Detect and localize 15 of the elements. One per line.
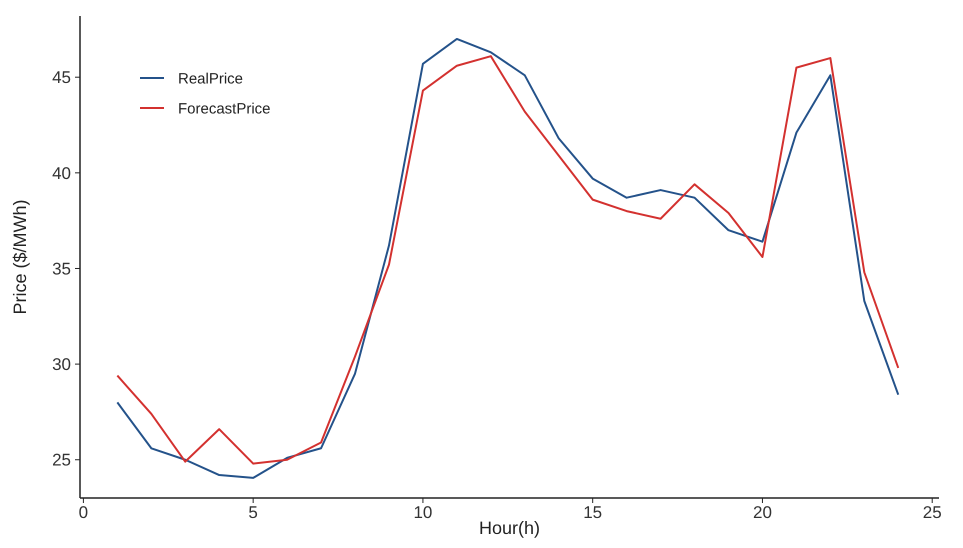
x-tick-label: 10 <box>413 503 432 522</box>
legend-label: ForecastPrice <box>178 100 271 118</box>
y-tick-label: 40 <box>52 164 71 183</box>
x-tick-label: 5 <box>248 503 258 522</box>
x-tick-label: 0 <box>78 503 88 522</box>
x-tick-label: 20 <box>752 503 772 522</box>
x-axis-title: Hour(h) <box>478 518 540 538</box>
y-tick-label: 35 <box>52 259 71 278</box>
x-tick-label: 15 <box>583 503 602 522</box>
legend-label: RealPrice <box>178 70 244 88</box>
y-tick-label: 30 <box>52 355 71 374</box>
x-tick-label: 25 <box>922 503 942 522</box>
y-axis-title: Price ($/MWh) <box>10 199 30 315</box>
y-tick-label: 45 <box>52 68 71 88</box>
y-tick-label: 25 <box>52 450 71 470</box>
